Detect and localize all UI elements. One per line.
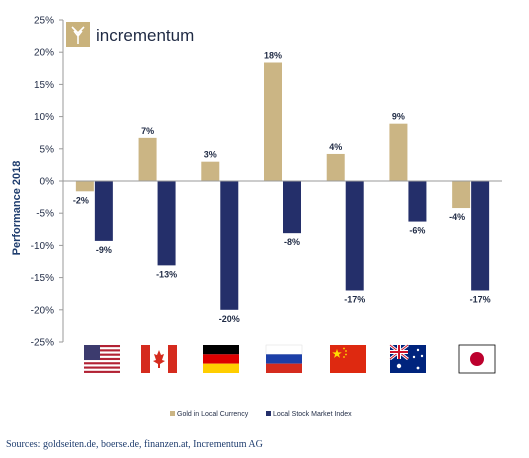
bar-gold-germany <box>201 161 220 181</box>
bar-stock-russia <box>283 181 301 234</box>
y-axis-ticks: 25% 20% 15% 10% 5% 0% -5% -10% -15% -20% -25% <box>31 16 63 349</box>
bar-stock-germany <box>220 181 239 310</box>
y-tick-label: 5% <box>40 144 55 155</box>
germany-flag-icon <box>203 345 239 373</box>
bar-gold-china <box>326 153 345 181</box>
y-tick-label: -15% <box>31 273 54 284</box>
data-label: -9% <box>96 245 112 255</box>
australia-flag-icon <box>389 343 426 373</box>
brand-name: incrementum <box>96 26 194 45</box>
bar-stock-australia <box>408 181 427 222</box>
legend-swatch-gold <box>170 411 175 416</box>
y-tick-label: -20% <box>31 305 54 316</box>
data-label: 9% <box>392 112 405 122</box>
y-tick-label: 20% <box>34 48 54 59</box>
russia-flag-icon <box>265 344 303 373</box>
japan-flag-icon <box>458 344 496 374</box>
y-axis-label: Performance 2018 <box>11 161 23 256</box>
y-tick-label: 0% <box>40 177 55 188</box>
data-label: -2% <box>73 195 89 205</box>
y-tick-label: 15% <box>34 80 54 91</box>
country-flags <box>84 343 496 374</box>
data-label: 18% <box>264 51 282 61</box>
bar-stock-united-states <box>94 181 113 241</box>
data-label: -17% <box>344 294 365 304</box>
bar-gold-united-states <box>75 181 94 192</box>
bar-gold-canada <box>138 137 157 181</box>
y-tick-label: -25% <box>31 338 54 349</box>
canada-flag-icon <box>141 345 177 373</box>
legend: Gold in Local Currency Local Stock Marke… <box>170 411 352 418</box>
us-flag-icon <box>84 345 120 373</box>
brand-logo: incrementum <box>66 22 194 47</box>
data-label: 4% <box>329 142 342 152</box>
data-label: 7% <box>141 126 154 136</box>
bars <box>75 62 490 310</box>
data-label: -20% <box>219 314 240 324</box>
bar-stock-china <box>345 181 364 291</box>
data-label: -13% <box>156 269 177 279</box>
data-label: -4% <box>449 212 465 222</box>
china-flag-icon <box>330 345 366 373</box>
bar-gold-russia <box>264 62 282 182</box>
y-tick-label: -5% <box>36 209 54 220</box>
bar-gold-japan <box>452 181 471 209</box>
legend-label-gold: Gold in Local Currency <box>177 411 249 418</box>
y-tick-label: 10% <box>34 112 54 123</box>
bar-stock-japan <box>471 181 490 291</box>
legend-label-stock: Local Stock Market Index <box>273 411 352 418</box>
y-tick-label: 25% <box>34 16 54 27</box>
data-label: -8% <box>284 237 300 247</box>
legend-swatch-stock <box>266 411 271 416</box>
bar-gold-australia <box>389 123 408 181</box>
tree-logo-icon <box>66 22 90 47</box>
bar-stock-canada <box>157 181 176 266</box>
data-label: -6% <box>409 226 425 236</box>
data-label: 3% <box>204 150 217 160</box>
source-note: Sources: goldseiten.de, boerse.de, finan… <box>6 439 263 450</box>
y-tick-label: -10% <box>31 241 54 252</box>
data-labels: -2% -9% 7% -13% 3% -20% 18% -8% 4% -17% 9% -6% -4% -1… <box>73 51 491 324</box>
data-label: -17% <box>470 294 491 304</box>
